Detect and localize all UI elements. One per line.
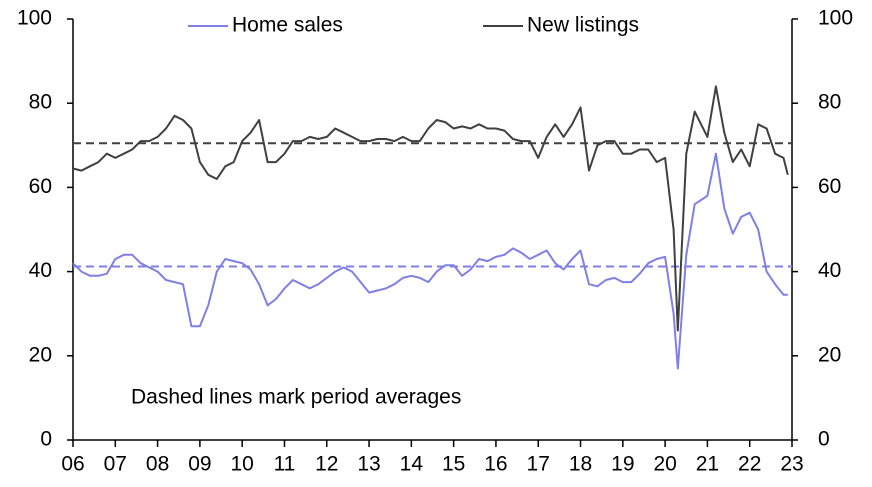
- y2-tick-label: 80: [818, 91, 841, 114]
- y-tick-label: 20: [29, 343, 52, 366]
- y2-tick-label: 20: [818, 343, 841, 366]
- x-tick-label: 17: [527, 453, 550, 476]
- y-tick-label: 100: [17, 7, 52, 30]
- legend-label: New listings: [527, 14, 639, 37]
- x-tick-label: 23: [780, 453, 803, 476]
- x-tick-label: 14: [400, 453, 424, 476]
- series-line: [72, 152, 788, 370]
- y2-tick-label: 100: [818, 7, 853, 30]
- x-tick-label: 11: [274, 453, 296, 476]
- x-tick-label: 12: [315, 453, 338, 476]
- x-tick-label: 08: [146, 453, 169, 476]
- x-tick-label: 22: [738, 453, 761, 476]
- y2-tick-label: 40: [818, 259, 841, 282]
- y2-tick-label: 60: [818, 175, 841, 198]
- x-tick-label: 07: [104, 453, 127, 476]
- y-tick-label: 60: [29, 175, 52, 198]
- y-tick-label: 0: [40, 428, 52, 451]
- x-tick-label: 15: [442, 453, 465, 476]
- legend-label: Home sales: [232, 14, 343, 37]
- x-tick-label: 18: [569, 453, 592, 476]
- annotation: Dashed lines mark period averages: [131, 386, 461, 409]
- x-tick-label: 20: [653, 453, 676, 476]
- x-tick-label: 13: [357, 453, 380, 476]
- series-line: [72, 85, 789, 332]
- x-tick-label: 06: [61, 453, 84, 476]
- y2-tick-label: 0: [818, 428, 830, 451]
- x-tick-label: 21: [696, 453, 719, 476]
- x-tick-label: 09: [188, 453, 211, 476]
- y-tick-label: 80: [29, 91, 52, 114]
- y-tick-label: 40: [29, 259, 52, 282]
- x-tick-label: 19: [611, 453, 634, 476]
- x-tick-label: 10: [230, 453, 253, 476]
- x-tick-label: 16: [484, 453, 507, 476]
